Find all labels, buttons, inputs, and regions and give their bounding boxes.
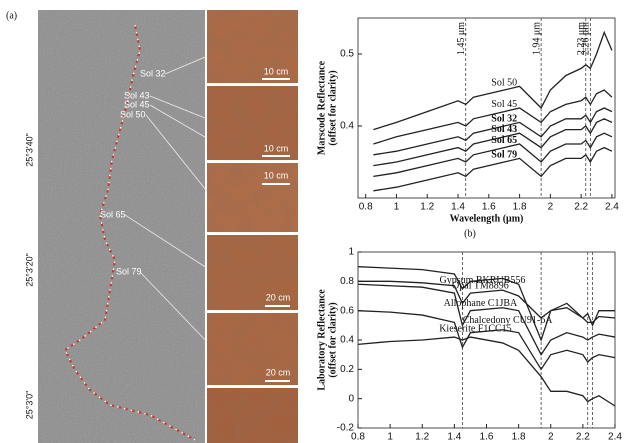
- sol-label: Sol 79: [116, 266, 142, 276]
- thumbnails: [207, 10, 298, 443]
- panel-label: (b): [464, 228, 476, 239]
- lat-label: 25°3'40": [24, 133, 34, 167]
- spectrum: [357, 283, 616, 356]
- y-tick-label: -0.2: [337, 423, 355, 434]
- x-tick-label: 2.4: [605, 202, 619, 213]
- x-tick-label: 2.2: [574, 202, 588, 213]
- x-tick-label: 1.2: [415, 432, 429, 443]
- x-tick-label: 2: [548, 202, 554, 213]
- sol-label: Sol 65: [100, 209, 126, 219]
- scale-label: 10 cm: [264, 143, 289, 153]
- x-tick-label: 1.6: [482, 202, 496, 213]
- panel-a: (a) 25°3'40" 25°3'20" 25°3'0" Sol 32 Sol…: [6, 10, 298, 443]
- series-label: Sol 45: [491, 99, 517, 110]
- y-axis-label: Marscode Reflectance: [316, 60, 327, 155]
- series-label: Kieserite F1CC15: [439, 323, 512, 334]
- lat-label: 25°3'0": [24, 391, 34, 420]
- x-tick-label: 1: [394, 202, 400, 213]
- scale-label: 20 cm: [266, 292, 291, 302]
- x-tick-label: 2.2: [576, 432, 590, 443]
- x-tick-label: 1.6: [480, 432, 494, 443]
- x-tick-label: 1.8: [512, 432, 526, 443]
- series-label: Sol 50: [491, 77, 517, 88]
- y-tick-label: 0.6: [340, 305, 354, 316]
- y-tick-label: 1: [348, 247, 354, 258]
- series-label: Sol 32: [491, 113, 517, 124]
- spectrum: [373, 89, 613, 145]
- y-tick-label: 0.2: [340, 364, 354, 375]
- sol-label: Sol 32: [140, 68, 166, 78]
- x-tick-label: 0.8: [351, 432, 365, 443]
- sol-label: Sol 50: [120, 109, 146, 119]
- scale-label: 20 cm: [266, 367, 291, 377]
- spectrum: [373, 146, 613, 192]
- x-tick-label: 2.4: [608, 432, 622, 443]
- x-tick-label: 1: [387, 432, 393, 443]
- y-tick-label: 0.8: [340, 276, 354, 287]
- x-tick-label: 2: [548, 432, 554, 443]
- x-axis-label: Wavelength (μm): [450, 213, 524, 224]
- series-label: Sol 65: [491, 135, 517, 146]
- x-tick-label: 1.4: [447, 432, 461, 443]
- scale-label: 10 cm: [264, 170, 289, 180]
- absorption-label: 2.26 μm: [581, 22, 592, 55]
- series-label: Allophane C1JBA: [444, 298, 518, 309]
- map-texture: [38, 10, 205, 443]
- spectrum: [373, 118, 613, 167]
- y-tick-label: 0.4: [340, 335, 354, 346]
- scale-bars: [262, 78, 290, 382]
- spectrum: [358, 280, 616, 324]
- series-label: Gypsum BKRUB556: [439, 275, 525, 286]
- spectrum: [373, 30, 613, 131]
- absorption-label: 2.23 μm: [576, 22, 587, 55]
- y-axis-label: Laboratory Reflectance: [316, 289, 327, 391]
- y-axis-label: (offset for clarity): [327, 302, 338, 377]
- leaders: [124, 54, 211, 346]
- spectrum: [373, 107, 613, 156]
- series-label: Sol 43: [491, 124, 517, 135]
- sol-label: Sol 43: [124, 90, 150, 100]
- rover-route: [63, 24, 196, 441]
- y-tick-label: 0.4: [340, 121, 354, 132]
- absorption-label: 1.94 μm: [531, 22, 542, 55]
- series-label: Chalcedony CU91-6A: [463, 315, 553, 326]
- y-tick-label: 0.5: [340, 49, 354, 60]
- x-tick-label: 1.4: [451, 202, 465, 213]
- spectrum: [373, 132, 613, 178]
- scale-label: 10 cm: [264, 66, 289, 76]
- spectrum: [357, 336, 616, 407]
- x-tick-label: 1.2: [420, 202, 434, 213]
- y-axis-label: (offset for clarity): [327, 70, 338, 145]
- spectrum: [357, 310, 616, 371]
- sol-label: Sol 45: [124, 99, 150, 109]
- series-label: Sol 79: [491, 149, 517, 160]
- plot-frame: [357, 17, 616, 199]
- lat-label: 25°3'20": [24, 253, 34, 287]
- x-tick-label: 0.8: [359, 202, 373, 213]
- panel-label: (a): [6, 10, 17, 21]
- x-tick-label: 1.8: [513, 202, 527, 213]
- absorption-label: 1.45 μm: [456, 22, 467, 55]
- y-tick-label: 0: [348, 393, 354, 404]
- spectrum: [357, 266, 615, 342]
- series-label: Opal TM8896: [452, 280, 509, 291]
